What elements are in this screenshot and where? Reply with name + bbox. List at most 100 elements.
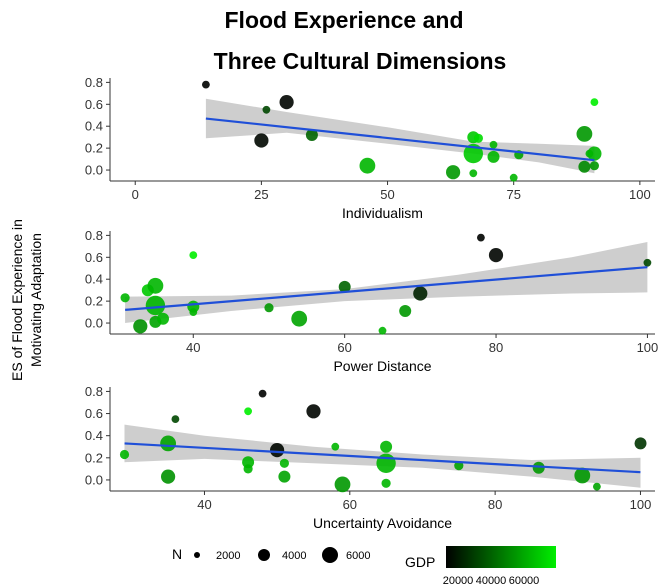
data-point: [399, 305, 412, 317]
x-tick-label: 60: [337, 340, 351, 355]
data-point: [488, 248, 504, 263]
legend-color-label-2: 40000: [476, 575, 507, 587]
x-tick-label: 40: [186, 340, 200, 355]
y-axis-label-line-2: Motivating Adaptation: [28, 233, 44, 367]
y-tick-label: 0.8: [85, 228, 103, 243]
data-point: [202, 80, 210, 89]
x-tick-label: 40: [197, 497, 211, 512]
x-tick-label: 25: [254, 187, 268, 202]
x-tick-label: 100: [630, 497, 652, 512]
data-point: [381, 478, 391, 488]
data-point: [147, 277, 164, 294]
data-point: [305, 129, 318, 141]
data-point: [589, 161, 600, 171]
data-point: [291, 310, 308, 327]
x-tick-label: 50: [380, 187, 394, 202]
data-point: [189, 308, 198, 316]
data-point: [574, 467, 591, 484]
legend-color-label-3: 60000: [509, 575, 540, 587]
panel-2: 0.0 0.2 0.4 0.6 0.8 40 60 80 100 Power Distance: [85, 228, 658, 374]
x-tick-label: 100: [637, 340, 659, 355]
data-point: [145, 295, 166, 316]
data-point: [243, 464, 253, 474]
legend-size-label-1: 2000: [216, 550, 240, 562]
x-tick-label: 80: [489, 340, 503, 355]
data-point: [454, 461, 464, 471]
x-axis-label: Individualism: [342, 205, 423, 221]
data-point: [262, 105, 271, 114]
panel-3: 0.0 0.2 0.4 0.6 0.8 40 60 80 100 Uncertainty Avoi…: [85, 384, 655, 531]
data-point: [469, 169, 478, 178]
y-tick-label: 0.2: [85, 450, 103, 465]
data-point: [242, 456, 255, 469]
data-point: [590, 98, 599, 106]
y-tick-label: 0.2: [85, 294, 103, 309]
legend-color-label-1: 20000: [443, 575, 474, 587]
data-point: [160, 435, 177, 452]
y-tick-label: 0.0: [85, 163, 103, 178]
data-point: [473, 133, 483, 143]
data-point: [171, 415, 180, 423]
data-point: [254, 133, 269, 148]
legend-size-label-2: 4000: [282, 550, 306, 562]
data-point: [338, 280, 351, 293]
confidence-band: [125, 242, 648, 323]
data-point: [477, 233, 485, 242]
legend-color-title: GDP: [405, 554, 435, 570]
chart-title-line-2: Three Cultural Dimensions: [214, 48, 507, 74]
legend-size-label-3: 6000: [346, 550, 370, 562]
y-tick-label: 0.6: [85, 97, 103, 112]
data-point: [161, 469, 176, 484]
data-point: [413, 286, 428, 301]
data-point: [378, 326, 387, 335]
data-point: [578, 160, 591, 173]
y-tick-label: 0.8: [85, 384, 103, 399]
y-tick-label: 0.2: [85, 141, 103, 156]
y-tick-label: 0.6: [85, 406, 103, 421]
y-tick-label: 0.0: [85, 472, 103, 487]
data-point: [576, 125, 593, 142]
legend-size-title: N: [172, 546, 182, 562]
legend-color-bar: [446, 546, 556, 568]
data-point: [258, 389, 267, 398]
data-point: [359, 157, 376, 174]
data-point: [532, 461, 545, 474]
x-tick-label: 100: [629, 187, 651, 202]
data-point: [244, 407, 253, 416]
panel-1: 0.0 0.2 0.4 0.6 0.8 0 25 50 75 100 Individualism: [85, 75, 655, 221]
data-point: [643, 258, 652, 267]
data-point: [189, 251, 198, 259]
y-tick-label: 0.0: [85, 316, 103, 331]
x-axis-label: Power Distance: [333, 358, 431, 374]
regression-line: [205, 117, 595, 162]
data-point: [120, 293, 130, 303]
data-point: [278, 470, 291, 483]
data-point: [487, 150, 500, 163]
data-point: [587, 146, 602, 161]
x-tick-label: 60: [343, 497, 357, 512]
y-tick-label: 0.4: [85, 119, 103, 134]
y-tick-label: 0.6: [85, 250, 103, 265]
data-point: [157, 312, 169, 325]
data-point: [133, 319, 148, 334]
data-point: [593, 482, 601, 491]
data-point: [279, 458, 289, 468]
data-point: [264, 303, 274, 313]
x-axis-label: Uncertainty Avoidance: [313, 515, 452, 531]
data-point: [380, 440, 393, 453]
data-point: [270, 443, 285, 458]
data-point: [334, 476, 351, 493]
data-point: [376, 453, 396, 473]
regression-line: [124, 442, 641, 474]
x-tick-label: 0: [132, 187, 139, 202]
y-axis-label-line-1: ES of Flood Experience in: [9, 219, 25, 381]
regression-line: [125, 266, 648, 311]
data-point: [279, 95, 294, 110]
x-tick-label: 80: [488, 497, 502, 512]
y-tick-label: 0.4: [85, 428, 103, 443]
data-point: [489, 140, 498, 149]
x-tick-label: 75: [506, 187, 520, 202]
legend-size-swatch-3: [322, 547, 338, 563]
data-point: [634, 437, 647, 450]
